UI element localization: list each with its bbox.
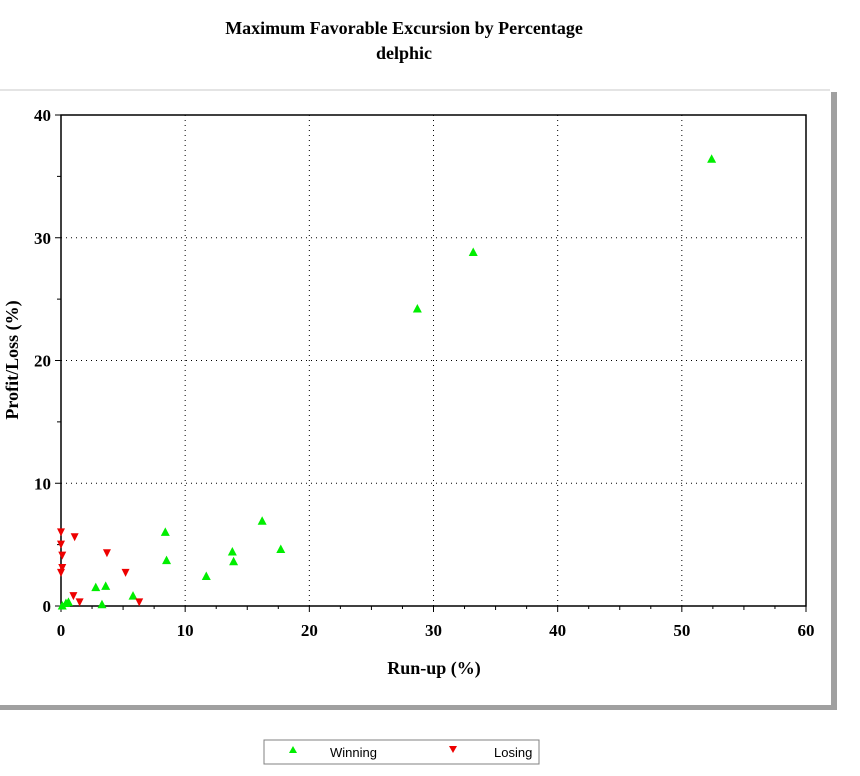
y-tick-label: 40 (34, 106, 51, 125)
winning-point (101, 581, 111, 590)
winning-point (707, 154, 717, 163)
losing-point (58, 563, 67, 572)
legend-label-losing: Losing (494, 745, 532, 760)
winning-point (229, 556, 239, 566)
winning-point (227, 546, 237, 556)
x-tick-label: 50 (673, 621, 690, 640)
winning-point (57, 601, 67, 610)
losing-point (57, 540, 65, 549)
x-tick-label: 30 (425, 621, 442, 640)
y-tick-label: 10 (34, 474, 51, 493)
losing-point (121, 568, 130, 577)
y-tick-label: 30 (34, 229, 51, 248)
winning-point (468, 247, 478, 256)
winning-point (276, 544, 286, 554)
losing-point (102, 549, 111, 558)
y-tick-label: 20 (34, 352, 51, 371)
y-tick-labels: 0 10 20 30 40 (34, 106, 51, 616)
winning-point (257, 516, 267, 525)
x-tick-label: 60 (798, 621, 815, 640)
losing-point (70, 533, 79, 542)
x-axis-title: Run-up (%) (387, 658, 481, 679)
x-tick-label: 0 (57, 621, 66, 640)
losing-point (57, 528, 65, 537)
winning-point (128, 591, 138, 600)
legend-label-winning: Winning (330, 745, 377, 760)
losing-point (57, 568, 65, 577)
panel-right-border (831, 92, 837, 709)
plot-panel (0, 89, 837, 710)
winning-point (201, 571, 211, 581)
winning-point (91, 582, 101, 592)
x-tick-label: 10 (177, 621, 194, 640)
legend: Winning Losing (263, 739, 540, 765)
legend-marker-winning (289, 746, 297, 753)
series-winning (57, 154, 717, 610)
chart-subtitle: delphic (376, 43, 432, 63)
winning-point (412, 303, 422, 313)
y-axis-title: Profit/Loss (%) (2, 300, 23, 419)
losing-point (58, 551, 67, 560)
y-tick-label: 0 (43, 597, 52, 616)
series-losing (57, 528, 144, 607)
winning-point (97, 599, 107, 609)
data-points (57, 154, 717, 610)
legend-marker-losing (449, 746, 457, 753)
chart-title: Maximum Favorable Excursion by Percentag… (225, 18, 583, 38)
x-tick-label: 20 (301, 621, 318, 640)
losing-point (75, 598, 84, 607)
x-tick-labels: 0 10 20 30 40 50 60 (57, 621, 815, 640)
axis-ticks (55, 114, 807, 612)
gridlines (61, 115, 806, 606)
winning-point (63, 597, 73, 606)
x-tick-label: 40 (549, 621, 566, 640)
panel-bottom-border (0, 705, 837, 710)
losing-point (69, 592, 78, 601)
winning-point (162, 555, 172, 565)
winning-point (160, 527, 170, 536)
legend-box (263, 739, 540, 765)
losing-point (135, 598, 144, 607)
